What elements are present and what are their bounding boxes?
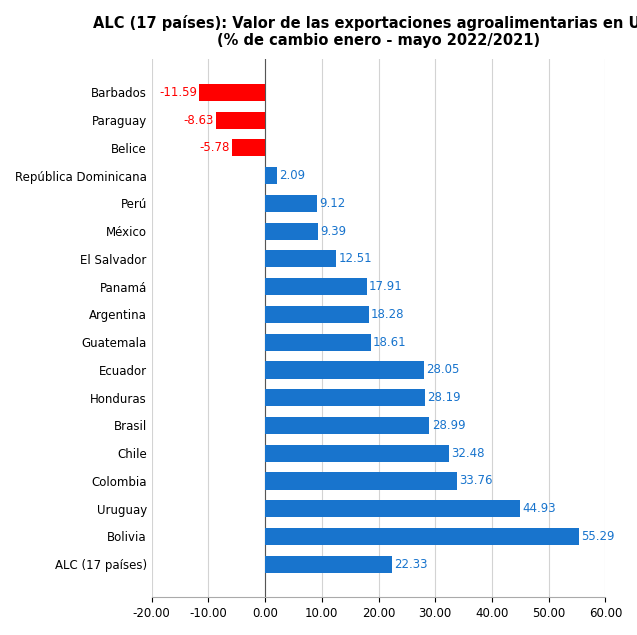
Text: 55.29: 55.29 [581, 530, 614, 543]
Text: 28.99: 28.99 [432, 419, 466, 432]
Bar [265, 250, 336, 267]
Text: 9.39: 9.39 [320, 225, 347, 237]
Bar [216, 112, 265, 129]
Bar [265, 306, 369, 323]
Title: ALC (17 países): Valor de las exportaciones agroalimentarias en USD
(% de cambio: ALC (17 países): Valor de las exportacio… [94, 15, 637, 48]
Text: 9.12: 9.12 [319, 197, 345, 210]
Bar [265, 389, 425, 406]
Text: 18.28: 18.28 [371, 308, 404, 321]
Text: 28.19: 28.19 [427, 391, 461, 404]
Text: 12.51: 12.51 [338, 252, 372, 265]
Text: 2.09: 2.09 [279, 169, 305, 182]
Bar [265, 333, 371, 351]
Text: 18.61: 18.61 [373, 336, 406, 349]
Text: -11.59: -11.59 [159, 86, 197, 99]
Bar [265, 278, 367, 295]
Text: -5.78: -5.78 [200, 142, 230, 154]
Text: 22.33: 22.33 [394, 558, 427, 571]
Bar [265, 472, 457, 490]
Bar [265, 444, 449, 462]
Bar [233, 139, 265, 156]
Bar [265, 222, 318, 240]
Text: -8.63: -8.63 [183, 114, 214, 126]
Bar [199, 84, 265, 101]
Bar [265, 528, 578, 545]
Bar [265, 556, 392, 573]
Text: 28.05: 28.05 [426, 363, 460, 377]
Text: 17.91: 17.91 [369, 280, 403, 293]
Bar [265, 361, 424, 378]
Bar [265, 195, 317, 212]
Text: 33.76: 33.76 [459, 474, 492, 488]
Text: 32.48: 32.48 [452, 446, 485, 460]
Bar [265, 417, 429, 434]
Bar [265, 500, 520, 518]
Text: 44.93: 44.93 [522, 502, 555, 515]
Bar [265, 167, 277, 184]
